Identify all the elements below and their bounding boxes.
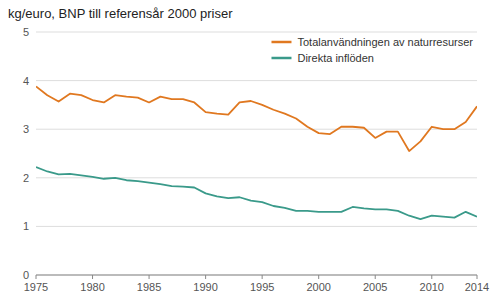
y-tick-label: 4 [23, 75, 29, 87]
legend-label: Totalanvändningen av naturresurser [297, 36, 473, 48]
x-tick-label: 2010 [420, 281, 444, 293]
x-tick-label: 1995 [250, 281, 274, 293]
legend-swatch [271, 57, 291, 60]
y-tick-label: 5 [23, 26, 29, 38]
legend-item: Direkta inflöden [271, 52, 373, 64]
x-tick [375, 275, 376, 279]
y-tick-label: 2 [23, 172, 29, 184]
x-tick-label: 1990 [193, 281, 217, 293]
x-tick-label: 1980 [80, 281, 104, 293]
legend: Totalanvändningen av naturresurser Direkt… [271, 36, 473, 64]
x-tick [149, 275, 150, 279]
grid-line [36, 226, 477, 227]
legend-label: Direkta inflöden [297, 52, 373, 64]
legend-item: Totalanvändningen av naturresurser [271, 36, 473, 48]
y-tick-label: 0 [23, 269, 29, 281]
chart: kg/euro, BNP till referensår 2000 priser… [0, 0, 491, 303]
grid-line [36, 275, 477, 276]
x-tick-label: 1975 [24, 281, 48, 293]
y-tick-label: 3 [23, 123, 29, 135]
x-tick [36, 275, 37, 279]
y-axis: 0 1 2 3 4 5 [23, 26, 477, 281]
series-lines [36, 86, 477, 219]
x-tick-label: 1985 [137, 281, 161, 293]
line [36, 167, 477, 219]
legend-swatch [271, 41, 291, 44]
x-axis-line [36, 275, 477, 276]
grid-line [36, 32, 477, 33]
x-tick [92, 275, 93, 279]
x-tick [477, 275, 478, 279]
title: kg/euro, BNP till referensår 2000 priser [8, 6, 233, 21]
x-tick [262, 275, 263, 279]
y-tick-label: 1 [23, 220, 29, 232]
line [36, 86, 477, 151]
x-axis: 1975 1980 1985 1990 1995 2000 2005 2010 2014 [24, 275, 489, 293]
x-tick-label: 2005 [363, 281, 387, 293]
x-tick [318, 275, 319, 279]
x-tick [431, 275, 432, 279]
x-tick-label: 2000 [306, 281, 330, 293]
x-tick [205, 275, 206, 279]
grid-line [36, 129, 477, 130]
grid-line [36, 80, 477, 81]
x-tick-label: 2014 [465, 281, 489, 293]
